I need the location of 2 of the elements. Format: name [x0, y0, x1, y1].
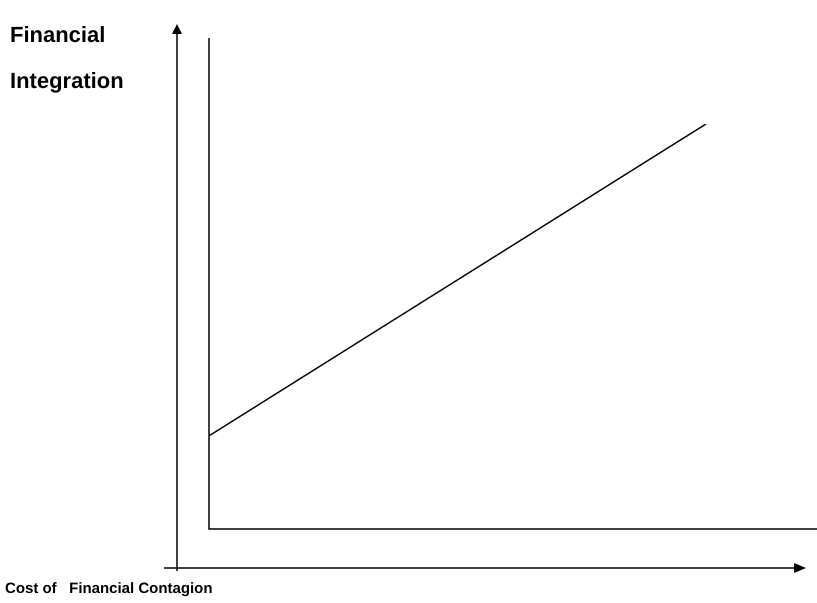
y-axis-title: Financial Integration — [10, 21, 125, 95]
x-axis-title: Cost of Financial Contagion — [5, 580, 212, 597]
